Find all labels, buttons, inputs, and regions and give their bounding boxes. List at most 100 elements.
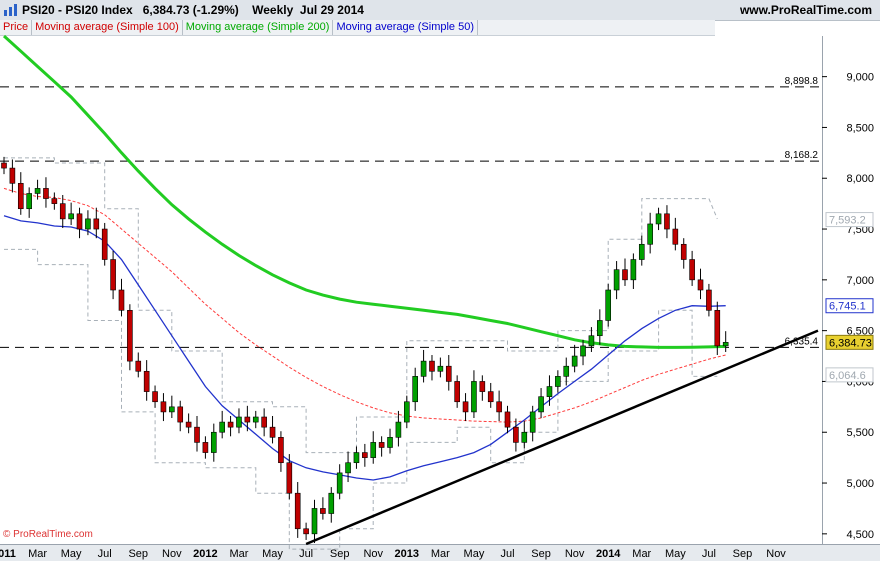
candle-body (404, 401, 410, 423)
prorealtime-logo-icon (4, 4, 17, 16)
candle-body (160, 401, 167, 413)
x-tick-label: May (665, 548, 686, 560)
y-tick-label: 8,000 (846, 173, 874, 185)
x-tick-label: Mar (229, 548, 248, 560)
candle-body (395, 421, 402, 438)
axis-value-label: 6,384.73 (829, 337, 872, 349)
x-tick-label: May (464, 548, 485, 560)
site-link[interactable]: www.ProRealTime.com (739, 3, 872, 17)
candle-body (294, 492, 301, 530)
candle-body (101, 228, 108, 260)
candle-body (26, 193, 32, 210)
candle-body (59, 203, 66, 220)
candle-body (487, 391, 494, 403)
candle-body (563, 365, 570, 377)
candle-body (680, 243, 687, 260)
x-tick-label: Mar (632, 548, 651, 560)
ma50-line (3, 215, 726, 481)
candle-body (43, 188, 49, 199)
x-tick-label: 2012 (193, 548, 217, 560)
candle-body (93, 218, 100, 230)
support-trendline[interactable] (305, 329, 819, 546)
axis-value-label: 6,064.6 (829, 370, 866, 382)
candle-body (336, 472, 343, 494)
candle-body (34, 188, 41, 194)
legend-ma200[interactable]: Moving average (Simple 200) (183, 20, 334, 35)
candle-body (68, 213, 74, 220)
candle-body (580, 345, 586, 357)
legend-ma100[interactable]: Moving average (Simple 100) (32, 20, 183, 35)
candle-body (622, 269, 628, 281)
candle-body (412, 376, 418, 403)
candle-body (588, 335, 595, 347)
candle-body (437, 365, 444, 372)
ma200-line (2, 34, 726, 349)
candle-body (429, 360, 435, 372)
candle-body (555, 376, 561, 387)
candle-body (286, 462, 293, 494)
title-bar: PSI20 - PSI20 Index 6,384.73 (-1.29%) We… (0, 0, 880, 21)
candle-body (143, 370, 150, 392)
candle-body (1, 162, 7, 169)
x-tick-label: Nov (766, 548, 786, 560)
axis-value-box (825, 334, 874, 350)
watermark: © ProRealTime.com (3, 529, 93, 540)
candle-body (278, 437, 284, 464)
candle-body (529, 411, 536, 433)
x-tick-label: 2014 (596, 548, 621, 560)
x-tick-label: 2013 (395, 548, 419, 560)
candle-body (605, 289, 612, 321)
x-tick-label: 2011 (0, 548, 16, 560)
x-tick-label: Mar (431, 548, 450, 560)
candle-body (420, 360, 427, 377)
x-tick-label: Jul (98, 548, 112, 560)
candle-body (521, 431, 528, 443)
legend-price[interactable]: Price (0, 20, 33, 35)
candle-body (689, 259, 695, 281)
x-tick-label: Sep (128, 548, 148, 560)
candle-body (127, 310, 133, 362)
y-tick-label: 6,500 (846, 326, 874, 338)
axis-value-label: 6,745.1 (829, 301, 866, 313)
x-tick-label: Sep (733, 548, 753, 560)
axis-value-box (825, 367, 874, 383)
candle-body (76, 213, 83, 230)
x-tick-label: Mar (28, 548, 47, 560)
candle-body (546, 386, 553, 397)
candle-body (118, 289, 125, 311)
candle-body (227, 421, 234, 428)
candle-body (613, 269, 620, 291)
candle-body (110, 259, 116, 291)
candle-body (370, 442, 377, 458)
candle-body (630, 259, 637, 281)
axis-value-box (825, 212, 874, 228)
y-tick-label: 8,500 (846, 122, 874, 134)
x-tick-label: May (262, 548, 283, 560)
candle-body (169, 406, 175, 413)
candle-body (194, 426, 200, 443)
candle-body (345, 462, 351, 474)
level-label: 6,335.4 (785, 336, 819, 347)
candle-body (244, 416, 251, 423)
candle-body (236, 416, 242, 428)
ma100-line (3, 187, 726, 423)
candle-body (378, 442, 385, 448)
x-tick-label: Jul (299, 548, 313, 560)
indicator-legend: Price Moving average (Simple 100) Moving a… (0, 20, 715, 36)
candle-body (261, 416, 267, 428)
candle-body (51, 198, 58, 204)
candle-body (152, 391, 158, 403)
candle-body (219, 421, 225, 433)
candle-body (353, 452, 360, 464)
axis-value-label: 7,593.2 (829, 215, 866, 227)
x-tick-label: May (61, 548, 82, 560)
candle-body (655, 213, 662, 225)
price-axis-separator (822, 36, 823, 544)
candle-body (571, 355, 578, 367)
candle-body (328, 492, 335, 514)
candle-body (210, 431, 217, 453)
legend-ma50[interactable]: Moving average (Simple 50) (333, 20, 479, 35)
y-tick-label: 5,000 (846, 478, 874, 490)
candle-body (672, 228, 679, 245)
